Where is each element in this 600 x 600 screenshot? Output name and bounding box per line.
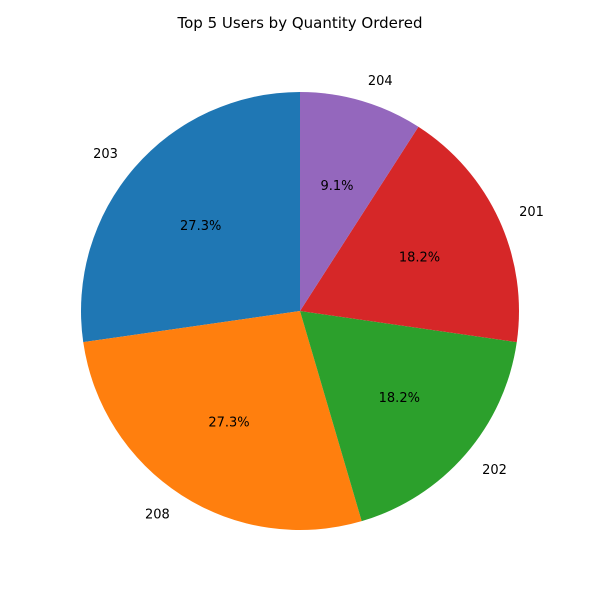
slice-label-202: 202: [482, 463, 507, 478]
pie-slice-201: [300, 126, 519, 343]
slice-percent-202: 18.2%: [379, 391, 420, 406]
slice-label-203: 203: [93, 147, 118, 162]
slice-label-201: 201: [519, 205, 544, 220]
chart-title: Top 5 Users by Quantity Ordered: [177, 14, 423, 32]
pie-slices: [81, 92, 519, 531]
pie-slice-202: [300, 311, 517, 522]
pie-slice-203: [81, 92, 301, 343]
slice-percent-201: 18.2%: [399, 250, 440, 265]
slice-label-204: 204: [368, 74, 393, 89]
slice-percent-203: 27.3%: [180, 219, 221, 234]
pie-slice-204: [300, 92, 419, 311]
slice-label-208: 208: [145, 508, 170, 523]
slice-percent-208: 27.3%: [208, 416, 249, 431]
slice-percent-204: 9.1%: [320, 179, 353, 194]
pie-slice-208: [83, 311, 362, 531]
pie-labels: 203 27.3% 208 27.3% 202 18.2% 201 18.2% 204 9.1%: [93, 74, 544, 523]
